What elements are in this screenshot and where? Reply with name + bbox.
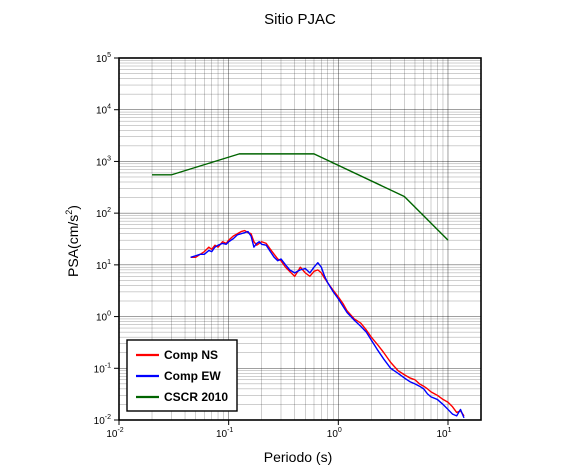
legend-items: Comp NS Comp EW CSCR 2010	[136, 348, 228, 404]
y-tick-exp: 4	[107, 104, 111, 111]
y-tick-label: 103	[96, 155, 111, 168]
y-tick-base: 10	[96, 261, 108, 272]
x-tick-label: 10-1	[216, 427, 233, 440]
y-tick-label: 10-2	[94, 414, 111, 427]
x-tick-label: 10-2	[106, 427, 123, 440]
x-tick-base: 10	[216, 429, 228, 440]
y-tick-exp: 1	[107, 259, 111, 266]
y-tick-label: 10-1	[94, 362, 111, 375]
y-tick-exp: 5	[107, 52, 111, 59]
chart-title: Sitio PJAC	[264, 11, 336, 28]
y-tick-label: 104	[96, 104, 111, 117]
x-axis-label: Periodo (s)	[264, 449, 332, 465]
y-axis-label-end: )	[65, 205, 81, 210]
y-tick-base: 10	[94, 416, 106, 427]
y-tick-label: 105	[96, 52, 111, 65]
y-tick-base: 10	[96, 106, 108, 117]
x-tick-exp: 1	[448, 427, 452, 434]
legend-label: Comp NS	[164, 348, 218, 362]
series-line-cscr-2010	[152, 153, 449, 241]
series-line-comp-ew	[190, 230, 465, 419]
y-tick-exp: 2	[107, 207, 111, 214]
series-line-comp-ns	[190, 229, 465, 417]
y-tick-label: 102	[96, 207, 111, 220]
x-tick-exp: 0	[338, 427, 342, 434]
y-axis-label: PSA(cm/s2)	[64, 205, 81, 277]
y-tick-label: 101	[96, 259, 111, 272]
x-tick-base: 10	[106, 429, 118, 440]
legend-label: CSCR 2010	[164, 390, 228, 404]
x-tick-base: 10	[327, 429, 339, 440]
y-tick-exp: 3	[107, 155, 111, 162]
legend-label: Comp EW	[164, 369, 221, 383]
y-tick-exp: -2	[105, 414, 111, 421]
y-tick-exp: 0	[107, 311, 111, 318]
x-tick-exp: -2	[117, 427, 123, 434]
y-axis-label-base: PSA(cm/s	[65, 215, 81, 277]
y-tick-base: 10	[96, 54, 108, 65]
x-tick-label: 100	[327, 427, 342, 440]
legend: Comp NS Comp EW CSCR 2010	[126, 339, 238, 412]
y-tick-base: 10	[96, 313, 108, 324]
y-axis-label-sup: 2	[64, 210, 74, 215]
x-tick-base: 10	[436, 429, 448, 440]
y-tick-base: 10	[96, 209, 108, 220]
y-tick-exp: -1	[105, 362, 111, 369]
y-tick-base: 10	[96, 157, 108, 168]
y-tick-base: 10	[94, 364, 106, 375]
y-tick-label: 100	[96, 311, 111, 324]
x-tick-exp: -1	[227, 427, 233, 434]
series-layer	[152, 153, 465, 419]
x-tick-label: 101	[436, 427, 451, 440]
x-ticks: 10-2 10-1 100 101	[106, 420, 452, 440]
